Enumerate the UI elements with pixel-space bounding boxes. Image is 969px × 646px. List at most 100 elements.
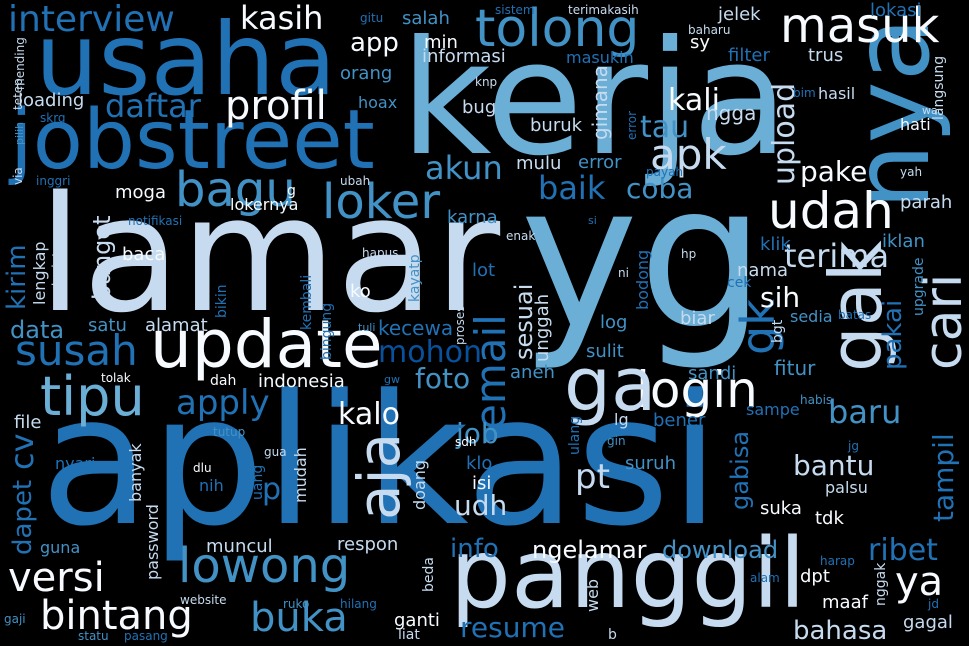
cloud-word: mulu bbox=[516, 153, 562, 174]
cloud-word: bener bbox=[653, 410, 706, 431]
cloud-word: kali bbox=[668, 83, 720, 118]
cloud-word: lowong bbox=[178, 538, 351, 594]
cloud-word: kasih bbox=[240, 0, 324, 37]
cloud-word: hp bbox=[681, 247, 697, 261]
cloud-word: terimakasih bbox=[568, 3, 639, 17]
cloud-word: password bbox=[143, 504, 162, 580]
cloud-word: banyak bbox=[126, 443, 145, 502]
cloud-word: ulang bbox=[567, 415, 583, 455]
cloud-word: sedia bbox=[790, 307, 833, 326]
cloud-word: ubah bbox=[340, 174, 371, 188]
cloud-word: uang bbox=[250, 464, 266, 500]
cloud-word: proses bbox=[453, 305, 467, 345]
cloud-word: baca bbox=[122, 244, 166, 265]
cloud-word: baik bbox=[538, 169, 606, 207]
cloud-word: download bbox=[662, 536, 779, 564]
cloud-word: susah bbox=[15, 326, 138, 375]
cloud-word: unggah bbox=[532, 293, 553, 362]
cloud-word: resume bbox=[460, 611, 565, 644]
cloud-word: gimana bbox=[588, 65, 612, 140]
cloud-word: tutup bbox=[213, 425, 246, 439]
cloud-word: buka bbox=[250, 595, 348, 641]
cloud-word: upgrade bbox=[911, 257, 927, 316]
cloud-word: bim bbox=[793, 86, 816, 100]
cloud-word: karna bbox=[447, 207, 498, 228]
cloud-word: ni bbox=[618, 266, 629, 280]
cloud-word: baru bbox=[828, 393, 902, 431]
cloud-word: data bbox=[10, 316, 65, 344]
cloud-word: email bbox=[466, 314, 515, 430]
cloud-word: mohon bbox=[378, 335, 482, 370]
cloud-word: payah bbox=[646, 165, 684, 179]
cloud-word: bagu bbox=[175, 162, 296, 218]
cloud-word: sulit bbox=[586, 341, 624, 362]
cloud-word: web bbox=[583, 578, 602, 612]
cloud-word: nggak bbox=[873, 562, 889, 606]
cloud-word: sdh bbox=[455, 435, 477, 449]
cloud-word: indonesia bbox=[258, 371, 345, 392]
cloud-word: buruk bbox=[530, 115, 583, 136]
cloud-word: hasil bbox=[818, 84, 856, 103]
cloud-word: lanjut bbox=[50, 252, 64, 286]
cloud-word: yah bbox=[900, 165, 923, 179]
cloud-word: nama bbox=[737, 260, 789, 281]
cloud-word: jobstreet bbox=[10, 93, 375, 188]
cloud-word: apk bbox=[650, 130, 727, 179]
cloud-word: lamar bbox=[38, 161, 501, 348]
cloud-word: loker bbox=[322, 174, 441, 230]
cloud-word: aplikasi bbox=[40, 357, 720, 566]
cloud-word: sy bbox=[690, 32, 711, 53]
cloud-word: filter bbox=[728, 45, 770, 66]
cloud-word: file bbox=[14, 412, 42, 433]
cloud-word: update bbox=[150, 306, 383, 383]
cloud-word: si bbox=[588, 214, 597, 227]
cloud-word: knp bbox=[475, 75, 498, 89]
cloud-word: ko bbox=[350, 281, 371, 302]
cloud-word: mending bbox=[13, 37, 27, 90]
cloud-word: tolak bbox=[101, 371, 131, 385]
cloud-word: interview bbox=[8, 0, 175, 40]
cloud-word: banget bbox=[88, 215, 116, 300]
cloud-word: cv bbox=[3, 433, 41, 470]
cloud-word: kerja bbox=[400, 7, 789, 191]
cloud-word: bahasa bbox=[793, 616, 888, 646]
cloud-word: satu bbox=[88, 315, 127, 336]
cloud-word: suruh bbox=[625, 453, 677, 474]
cloud-word: muncul bbox=[206, 536, 273, 557]
cloud-word: dlu bbox=[193, 461, 212, 475]
cloud-word: usaha bbox=[35, 1, 337, 118]
cloud-word: sistem bbox=[495, 3, 535, 17]
cloud-word: enak bbox=[506, 229, 536, 243]
cloud-word: statu bbox=[78, 629, 109, 643]
cloud-word: nih bbox=[199, 476, 224, 495]
cloud-word: panggil bbox=[450, 518, 806, 630]
cloud-word: pt bbox=[575, 457, 610, 497]
cloud-word: error bbox=[578, 152, 622, 173]
cloud-word: dapet bbox=[8, 479, 38, 555]
cloud-word: notifikasi bbox=[128, 214, 183, 228]
cloud-word: lg bbox=[614, 410, 629, 429]
cloud-word: gin bbox=[607, 434, 626, 448]
cloud-word: dah bbox=[210, 373, 237, 389]
cloud-word: pasang bbox=[124, 629, 168, 643]
cloud-word: gaji bbox=[4, 612, 26, 626]
cloud-word: kecewa bbox=[378, 316, 454, 340]
cloud-word: min bbox=[424, 32, 458, 53]
cloud-word: palsu bbox=[825, 478, 868, 497]
cloud-word: maaf bbox=[822, 592, 868, 613]
cloud-word: tipu bbox=[40, 365, 145, 428]
cloud-word: doang bbox=[410, 459, 429, 510]
cloud-word: aja bbox=[345, 432, 413, 520]
cloud-word: gw bbox=[384, 373, 400, 386]
cloud-word: orang bbox=[340, 63, 393, 84]
cloud-word: error bbox=[625, 110, 639, 140]
cloud-word: udh bbox=[454, 489, 508, 522]
cloud-word: coba bbox=[626, 172, 694, 205]
cloud-word: log bbox=[600, 312, 628, 333]
cloud-word: trus bbox=[808, 45, 844, 66]
cloud-word: harap bbox=[820, 554, 855, 568]
cloud-word: bintang bbox=[40, 593, 193, 639]
cloud-word: pilih bbox=[13, 121, 26, 145]
cloud-word: akun bbox=[425, 149, 503, 187]
